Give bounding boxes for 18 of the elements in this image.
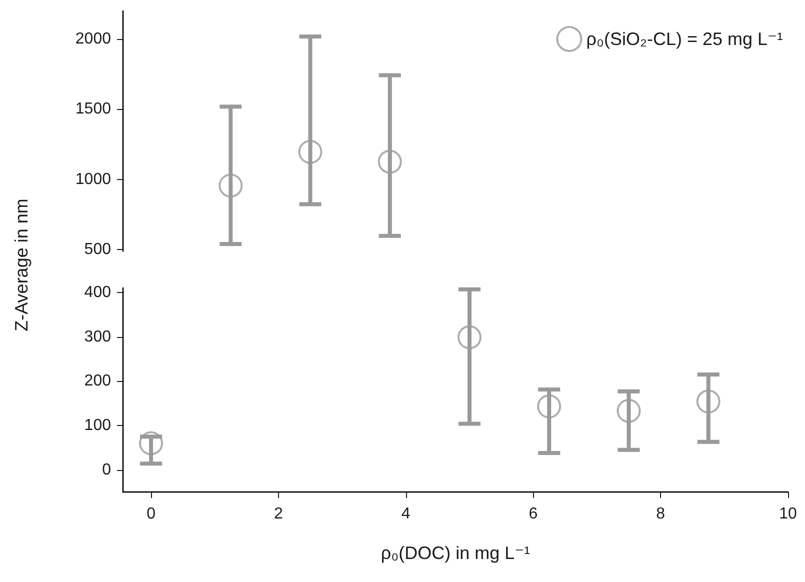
y-tick-label: 300 bbox=[84, 328, 112, 346]
y-tick-label: 2000 bbox=[75, 30, 112, 48]
y-axis-title: Z-Average in nm bbox=[12, 198, 32, 332]
x-tick-label: 6 bbox=[528, 506, 538, 522]
legend-label: ρ₀(SiO₂-CL) = 25 mg L⁻¹ bbox=[586, 29, 784, 49]
y-tick-label: 1500 bbox=[75, 100, 112, 118]
y-tick-label: 0 bbox=[102, 461, 112, 478]
y-tick-label: 200 bbox=[84, 372, 112, 390]
y-tick-label: 100 bbox=[84, 416, 112, 434]
y-tick-label: 400 bbox=[84, 284, 112, 301]
x-tick-label: 2 bbox=[274, 506, 283, 522]
x-tick-label: 8 bbox=[656, 506, 666, 522]
x-tick-label: 10 bbox=[779, 506, 797, 522]
x-axis-title: ρ₀(DOC) in mg L⁻¹ bbox=[380, 543, 530, 563]
x-tick-label: 0 bbox=[146, 506, 156, 522]
y-tick-label: 1000 bbox=[75, 170, 112, 188]
y-tick-label: 500 bbox=[84, 241, 112, 258]
x-tick-label: 4 bbox=[401, 506, 410, 522]
